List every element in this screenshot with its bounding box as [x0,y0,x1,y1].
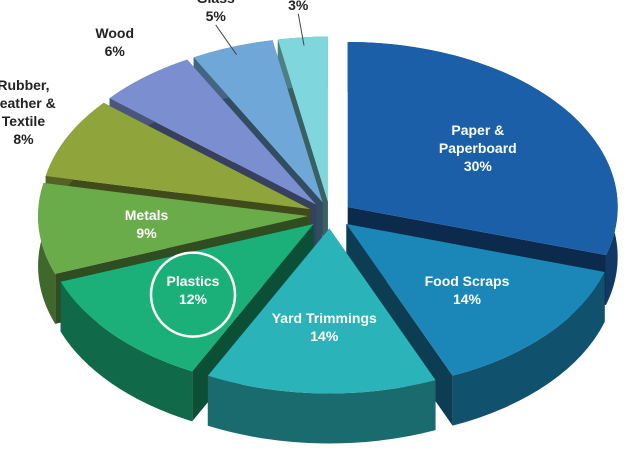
slice [45,102,311,210]
slice-value-label: 3% [288,0,309,13]
slice-value-label: 9% [136,224,157,241]
slice-value-label: 8% [13,131,34,148]
slice-label: Paper & Paperboard [438,122,517,157]
slice-label: Rubber, Leather & Textile [0,77,56,130]
slice-value-label: 30% [463,158,492,175]
slice [347,41,618,256]
slice-value-label: 14% [452,291,481,308]
slice [277,36,328,202]
slice-side [207,375,436,444]
slice [346,223,605,376]
slice-label: Wood [95,24,134,41]
highlight-ring [149,251,237,338]
slice [60,223,314,372]
slice-value-label: 14% [310,328,339,345]
slice-label: Metals [124,206,169,223]
slice [38,182,309,274]
slice-label: Plastics [166,273,220,290]
leader-line [297,13,305,46]
slice [207,228,436,394]
slice-label: Food Scraps [424,273,510,290]
slice-value-label: 6% [104,42,125,59]
slice-side [452,272,605,426]
slice [193,40,323,203]
slice-side [60,281,193,422]
leader-line [215,24,237,55]
slice-value-label: 12% [178,291,208,308]
slice-value-label: 5% [205,7,226,24]
slice-label: Glass [197,0,235,7]
slice-label: Yard Trimmings [271,310,377,327]
slice [109,59,317,205]
